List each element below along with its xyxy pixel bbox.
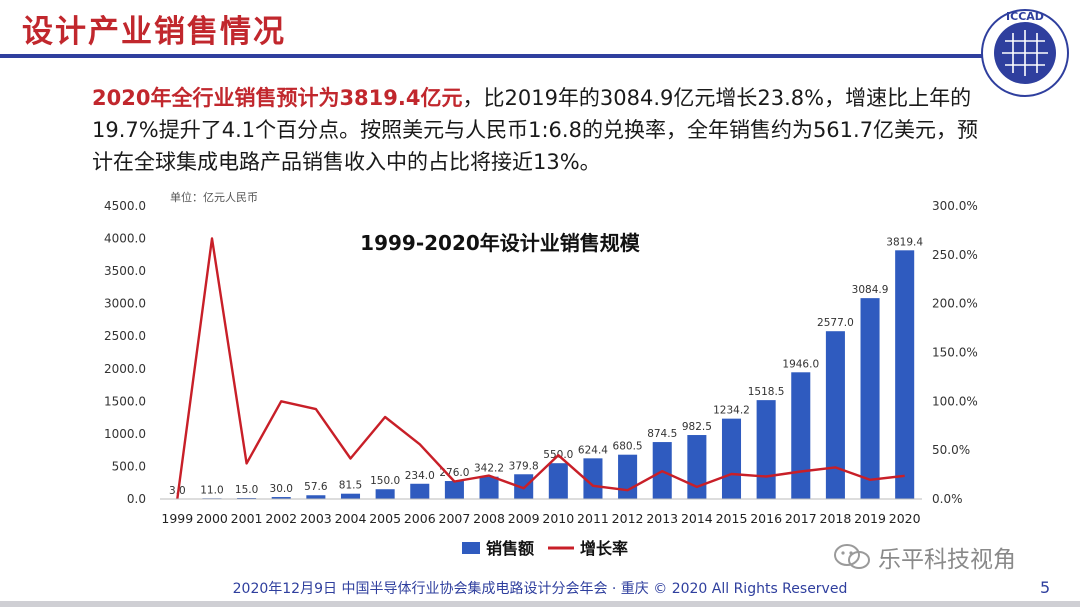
x-tick-label: 2010 [542,511,574,526]
bar-data-label: 624.4 [578,444,608,456]
x-tick-label: 2018 [820,511,852,526]
x-tick-label: 2006 [404,511,436,526]
bar-data-label: 3084.9 [852,284,889,296]
x-tick-label: 2002 [265,511,297,526]
y-right-tick-label: 250.0% [932,248,978,262]
bar-data-label: 11.0 [200,484,223,496]
bar [479,476,499,499]
bar [721,418,742,499]
summary-highlight: 2020年全行业销售预计为3819.4亿元 [92,86,463,110]
legend-bar-label: 销售额 [486,539,534,558]
bar [410,483,430,499]
y-right-tick-label: 200.0% [932,297,978,311]
y-left-tick-label: 3500.0 [104,264,146,278]
bar-data-label: 680.5 [613,441,643,453]
bar [791,372,811,499]
y-left-tick-label: 2000.0 [104,362,146,376]
bar [860,298,880,499]
x-tick-label: 2016 [750,511,782,526]
bar [306,495,326,499]
watermark-text: 乐平科技视角 [878,547,1016,573]
x-tick-label: 2005 [369,511,401,526]
bar-data-label: 379.8 [509,460,539,472]
wechat-icon [834,544,870,569]
slide-title: 设计产业销售情况 [22,14,286,50]
logo-text: ICCAD [1006,10,1044,23]
y-right-tick-label: 100.0% [932,394,978,408]
bar-data-label: 234.0 [405,470,435,482]
y-left-tick-label: 500.0 [112,459,146,473]
y-left-tick-label: 2500.0 [104,329,146,343]
watermark: 乐平科技视角 [832,540,1016,574]
x-tick-label: 2013 [646,511,678,526]
bar-data-label: 3819.4 [886,236,923,248]
y-right-tick-label: 300.0% [932,199,978,213]
x-tick-label: 2011 [577,511,609,526]
bar-data-label: 81.5 [339,480,362,492]
bar [583,458,603,499]
summary-rest: ，比2019年的3084.9亿元增长23.8%，增速比上年的19.7%提升了4.… [92,86,979,174]
y-left-tick-label: 1000.0 [104,427,146,441]
page-number: 5 [1040,578,1051,597]
x-tick-label: 2020 [889,511,921,526]
bar [548,463,568,499]
bar [687,435,707,499]
bar-data-label: 1518.5 [748,386,785,398]
y-left-tick-label: 4000.0 [104,232,146,246]
y-left-tick-label: 1500.0 [104,394,146,408]
bar [444,481,464,499]
unit-label: 单位：亿元人民币 [170,190,258,204]
bar [514,474,534,499]
x-tick-label: 2012 [612,511,644,526]
x-tick-label: 2003 [300,511,332,526]
bar-data-label: 982.5 [682,421,712,433]
y-right-tick-label: 150.0% [932,346,978,360]
bar [340,493,361,499]
growth-rate-line [176,237,905,500]
bar-data-label: 874.5 [647,428,677,440]
x-tick-label: 2014 [681,511,713,526]
x-tick-label: 2019 [854,511,886,526]
x-tick-label: 2000 [196,511,228,526]
x-tick-label: 2015 [716,511,748,526]
x-tick-label: 2001 [231,511,263,526]
sales-chart: 单位：亿元人民币 1999-2020年设计业销售规模 0.0 500.0 1000.… [104,190,978,558]
y-left-tick-label: 3000.0 [104,297,146,311]
x-tick-label: 2017 [785,511,817,526]
x-tick-label: 1999 [161,511,193,526]
bottom-strip [0,601,1080,607]
summary-text: 2020年全行业销售预计为3819.4亿元，比2019年的3084.9亿元增长2… [92,82,997,178]
bar [375,489,395,499]
bar-data-label: 2577.0 [817,317,854,329]
legend: 销售额 增长率 [462,539,628,558]
y-left-tick-label: 0.0 [127,492,146,506]
bar [825,331,845,499]
bar-data-label: 57.6 [304,481,328,493]
bar [756,400,776,499]
legend-line-label: 增长率 [580,539,628,558]
chart-title: 1999-2020年设计业销售规模 [360,231,641,255]
bar [271,497,291,499]
bar-data-label: 15.0 [235,484,258,496]
bar [895,250,915,499]
y-right-tick-label: 0.0% [932,492,963,506]
bar-data-label: 1234.2 [713,405,750,417]
x-tick-label: 2007 [439,511,471,526]
title-rule [0,54,990,58]
x-tick-label: 2008 [473,511,505,526]
x-tick-label: 2004 [335,511,367,526]
y-left-tick-label: 4500.0 [104,199,146,213]
legend-bar-swatch [462,542,480,554]
bar-data-label: 30.0 [270,483,293,495]
bar [618,454,638,499]
bar-data-label: 276.0 [439,467,469,479]
iccad-logo: ICCAD [981,9,1069,97]
bar-data-label: 1946.0 [782,358,819,370]
footer-text: 2020年12月9日 中国半导体行业协会集成电路设计分会年会 · 重庆 © 20… [232,581,848,597]
bar-data-label: 342.2 [474,463,504,475]
bar-data-label: 150.0 [370,475,400,487]
y-right-tick-label: 50.0% [932,443,970,457]
x-tick-label: 2009 [508,511,540,526]
